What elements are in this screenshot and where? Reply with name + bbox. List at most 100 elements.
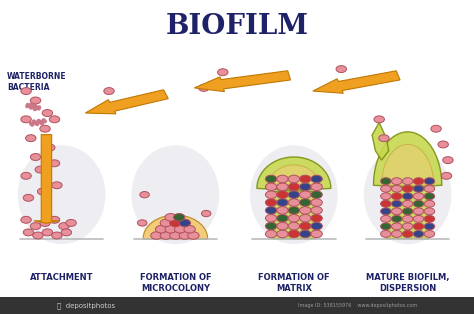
Text: WATERBORNE
BACTERIA: WATERBORNE BACTERIA xyxy=(7,72,67,92)
Circle shape xyxy=(424,230,435,237)
Circle shape xyxy=(265,199,277,206)
Text: FORMATION OF
MATRIX: FORMATION OF MATRIX xyxy=(258,273,330,293)
Circle shape xyxy=(402,185,413,192)
Ellipse shape xyxy=(18,145,106,244)
Circle shape xyxy=(311,222,322,230)
Circle shape xyxy=(277,191,288,198)
Circle shape xyxy=(392,223,402,230)
Text: Image ID: 538155976    www.depositphotos.com: Image ID: 538155976 www.depositphotos.co… xyxy=(298,303,417,308)
Text: ATTACHMENT: ATTACHMENT xyxy=(30,273,93,282)
Circle shape xyxy=(33,232,43,239)
Text: FORMATION OF
MICROCOLONY: FORMATION OF MICROCOLONY xyxy=(139,273,211,293)
Circle shape xyxy=(21,88,31,95)
Circle shape xyxy=(155,225,167,233)
Circle shape xyxy=(288,222,300,230)
Circle shape xyxy=(424,215,435,222)
Circle shape xyxy=(37,188,48,195)
Polygon shape xyxy=(143,215,208,239)
Circle shape xyxy=(140,192,149,198)
Circle shape xyxy=(42,229,53,236)
Circle shape xyxy=(424,223,435,230)
Circle shape xyxy=(265,175,277,183)
Circle shape xyxy=(402,215,413,222)
Circle shape xyxy=(23,229,34,236)
Ellipse shape xyxy=(250,145,337,244)
Polygon shape xyxy=(313,71,400,93)
Text: ⓘ  depositphotos: ⓘ depositphotos xyxy=(57,302,115,309)
Circle shape xyxy=(402,200,413,207)
Circle shape xyxy=(413,215,424,222)
FancyBboxPatch shape xyxy=(0,297,474,314)
Polygon shape xyxy=(85,90,168,114)
Circle shape xyxy=(26,135,36,142)
Circle shape xyxy=(381,223,391,230)
Circle shape xyxy=(424,178,435,185)
Circle shape xyxy=(59,223,69,230)
Circle shape xyxy=(413,230,424,237)
Circle shape xyxy=(277,230,288,238)
Circle shape xyxy=(265,183,277,191)
Circle shape xyxy=(170,232,181,239)
Circle shape xyxy=(21,172,31,179)
Circle shape xyxy=(49,116,60,123)
Circle shape xyxy=(288,230,300,238)
Circle shape xyxy=(424,185,435,192)
Circle shape xyxy=(413,223,424,230)
Circle shape xyxy=(392,178,402,185)
Circle shape xyxy=(21,116,31,123)
Circle shape xyxy=(381,178,391,185)
Circle shape xyxy=(30,223,41,230)
Circle shape xyxy=(265,214,277,222)
Circle shape xyxy=(392,185,402,192)
Circle shape xyxy=(392,230,402,237)
Circle shape xyxy=(277,183,288,191)
Circle shape xyxy=(402,193,413,200)
Ellipse shape xyxy=(131,145,219,244)
Circle shape xyxy=(288,207,300,214)
Circle shape xyxy=(311,207,322,214)
Polygon shape xyxy=(257,157,331,239)
Circle shape xyxy=(265,222,277,230)
Circle shape xyxy=(265,207,277,214)
Circle shape xyxy=(441,172,452,179)
Polygon shape xyxy=(382,144,434,185)
Circle shape xyxy=(311,175,322,183)
Circle shape xyxy=(170,219,181,227)
Circle shape xyxy=(174,225,186,233)
Circle shape xyxy=(392,193,402,200)
Circle shape xyxy=(52,232,62,239)
Circle shape xyxy=(311,191,322,198)
Text: MATURE BIOFILM,
DISPERSION: MATURE BIOFILM, DISPERSION xyxy=(366,273,449,293)
Circle shape xyxy=(381,200,391,207)
Circle shape xyxy=(23,194,34,201)
Circle shape xyxy=(288,199,300,206)
Circle shape xyxy=(137,220,147,226)
Circle shape xyxy=(277,214,288,222)
Circle shape xyxy=(402,178,413,185)
Circle shape xyxy=(30,154,41,160)
Circle shape xyxy=(300,199,311,206)
Circle shape xyxy=(413,185,424,192)
Circle shape xyxy=(424,193,435,200)
Circle shape xyxy=(300,207,311,214)
Circle shape xyxy=(424,208,435,215)
Circle shape xyxy=(300,214,311,222)
Circle shape xyxy=(49,160,60,167)
Circle shape xyxy=(199,84,209,91)
Text: BIOFILM: BIOFILM xyxy=(165,13,309,40)
Circle shape xyxy=(277,199,288,206)
Circle shape xyxy=(327,84,337,91)
Circle shape xyxy=(184,225,195,233)
Circle shape xyxy=(311,230,322,238)
Circle shape xyxy=(431,125,441,132)
Circle shape xyxy=(165,225,176,233)
Circle shape xyxy=(424,200,435,207)
Circle shape xyxy=(311,214,322,222)
Circle shape xyxy=(300,230,311,238)
Circle shape xyxy=(165,214,176,221)
Circle shape xyxy=(413,178,424,185)
Circle shape xyxy=(402,223,413,230)
Circle shape xyxy=(49,216,60,223)
Circle shape xyxy=(35,166,46,173)
Circle shape xyxy=(40,219,50,226)
